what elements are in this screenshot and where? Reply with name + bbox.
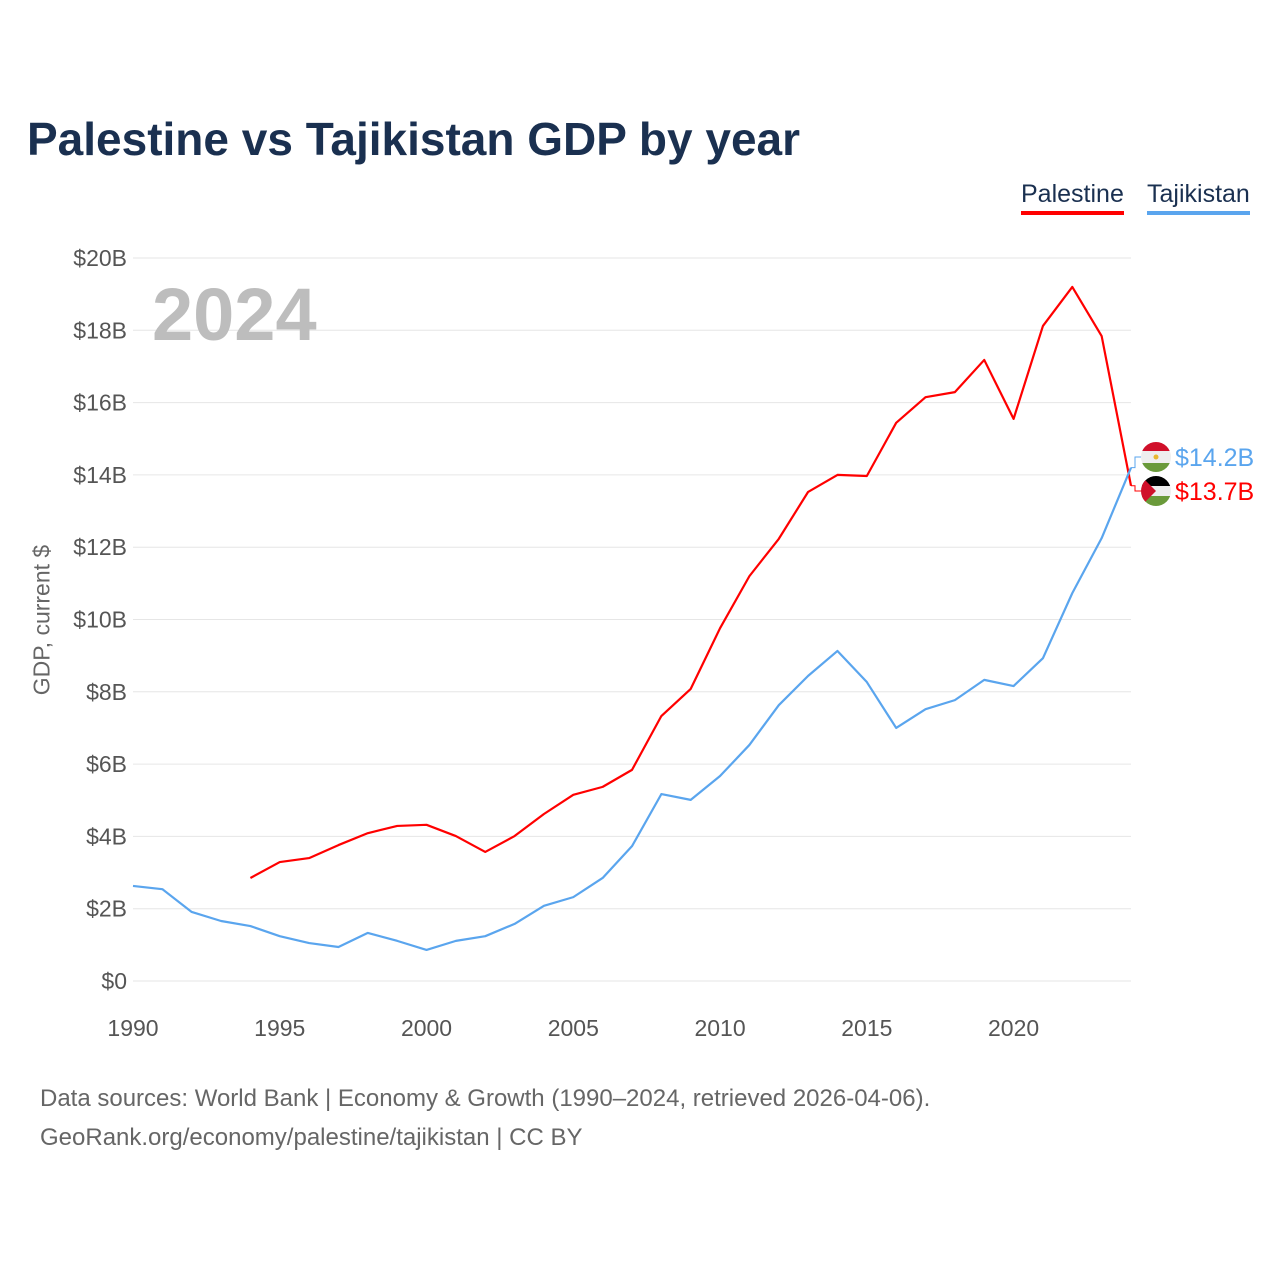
tajikistan-flag-icon (1141, 442, 1171, 472)
end-value-label: $13.7B (1175, 478, 1254, 506)
series-line-tajikistan (132, 467, 1133, 952)
x-tick-label: 2015 (841, 1015, 892, 1041)
end-connector (1131, 456, 1141, 469)
y-tick-label: $16B (73, 390, 127, 416)
legend-palestine[interactable]: Palestine (1021, 180, 1124, 215)
highlight-year: 2024 (152, 273, 317, 356)
end-connector (1131, 485, 1141, 492)
legend-tajikistan[interactable]: Tajikistan (1147, 180, 1250, 215)
y-tick-label: $20B (73, 245, 127, 271)
x-tick-label: 2010 (694, 1015, 745, 1041)
x-tick-label: 2005 (548, 1015, 599, 1041)
y-tick-label: $2B (86, 896, 127, 922)
chart-title: Palestine vs Tajikistan GDP by year (27, 113, 801, 165)
source-note: Data sources: World Bank | Economy & Gro… (40, 1085, 931, 1112)
series-line-palestine (249, 285, 1133, 879)
y-tick-label: $0 (101, 968, 127, 994)
y-tick-label: $6B (86, 751, 127, 777)
end-value-label: $14.2B (1175, 444, 1254, 472)
y-tick-label: $4B (86, 823, 127, 849)
y-tick-label: $14B (73, 462, 127, 488)
x-tick-label: 2020 (988, 1015, 1039, 1041)
y-tick-label: $18B (73, 317, 127, 343)
source-url[interactable]: GeoRank.org/economy/palestine/tajikistan… (40, 1124, 583, 1151)
x-tick-label: 2000 (401, 1015, 452, 1041)
palestine-flag-icon (1141, 476, 1171, 506)
y-tick-label: $10B (73, 607, 127, 633)
x-tick-label: 1990 (107, 1015, 158, 1041)
y-tick-label: $8B (86, 679, 127, 705)
x-tick-label: 1995 (254, 1015, 305, 1041)
y-tick-label: $12B (73, 534, 127, 560)
